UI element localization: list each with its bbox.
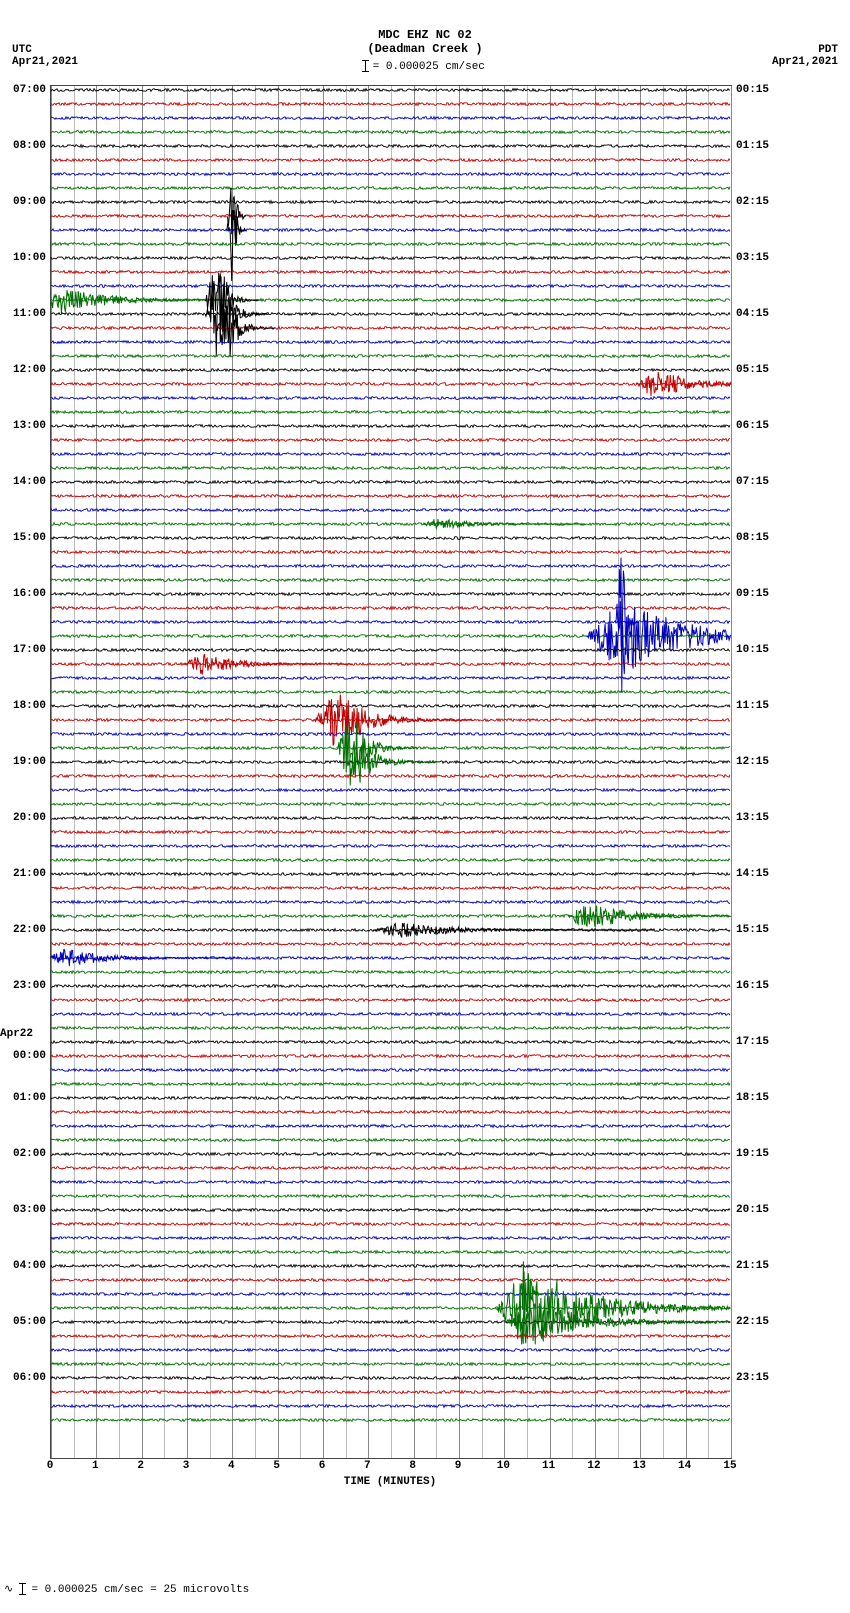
- utc-time-label: 13:00: [0, 420, 46, 432]
- x-tick-label: 2: [137, 1460, 144, 1472]
- utc-time-label: 07:00: [0, 84, 46, 96]
- x-tick-label: 15: [723, 1460, 736, 1472]
- x-tick-label: 13: [633, 1460, 646, 1472]
- x-tick-label: 12: [587, 1460, 600, 1472]
- local-time-label: 12:15: [736, 756, 782, 768]
- utc-time-label: 08:00: [0, 140, 46, 152]
- local-time-label: 07:15: [736, 476, 782, 488]
- utc-time-label: 16:00: [0, 588, 46, 600]
- utc-time-label: 17:00: [0, 644, 46, 656]
- local-time-label: 13:15: [736, 812, 782, 824]
- local-time-label: 22:15: [736, 1316, 782, 1328]
- seismogram-page: MDC EHZ NC 02 (Deadman Creek ) = 0.00002…: [0, 0, 850, 1613]
- local-time-label: 15:15: [736, 924, 782, 936]
- local-time-label: 06:15: [736, 420, 782, 432]
- utc-time-label: 12:00: [0, 364, 46, 376]
- date-label-left: Apr22: [0, 1028, 46, 1040]
- utc-time-label: 00:00: [0, 1050, 46, 1062]
- trace-line: [51, 1419, 730, 1422]
- utc-time-label: 04:00: [0, 1260, 46, 1272]
- grid-line: [731, 86, 732, 1458]
- utc-time-label: 20:00: [0, 812, 46, 824]
- local-time-label: 02:15: [736, 196, 782, 208]
- x-tick-label: 4: [228, 1460, 235, 1472]
- local-time-label: 05:15: [736, 364, 782, 376]
- x-tick-label: 11: [542, 1460, 555, 1472]
- x-tick-label: 8: [409, 1460, 416, 1472]
- utc-time-label: 03:00: [0, 1204, 46, 1216]
- utc-time-label: 02:00: [0, 1148, 46, 1160]
- seismogram-plot: 07:0008:0009:0010:0011:0012:0013:0014:00…: [50, 85, 732, 1459]
- x-axis-title: TIME (MINUTES): [50, 1476, 730, 1488]
- footer-scale: ∿ = 0.000025 cm/sec = 25 microvolts: [4, 1582, 249, 1596]
- local-time-label: 14:15: [736, 868, 782, 880]
- footer-prefix: ∿: [4, 1584, 13, 1596]
- local-time-label: 21:15: [736, 1260, 782, 1272]
- local-time-label: 10:15: [736, 644, 782, 656]
- utc-time-label: 18:00: [0, 700, 46, 712]
- utc-time-label: 05:00: [0, 1316, 46, 1328]
- local-time-label: 03:15: [736, 252, 782, 264]
- x-tick-label: 14: [678, 1460, 691, 1472]
- local-time-label: 23:15: [736, 1372, 782, 1384]
- x-tick-label: 5: [273, 1460, 280, 1472]
- tz-right: PDT: [818, 44, 838, 56]
- utc-time-label: 19:00: [0, 756, 46, 768]
- trace-row: [51, 1420, 731, 1434]
- local-time-label: 19:15: [736, 1148, 782, 1160]
- local-time-label: 09:15: [736, 588, 782, 600]
- utc-time-label: 23:00: [0, 980, 46, 992]
- local-time-label: 00:15: [736, 84, 782, 96]
- local-time-label: 11:15: [736, 700, 782, 712]
- utc-time-label: 06:00: [0, 1372, 46, 1384]
- x-tick-label: 7: [364, 1460, 371, 1472]
- local-time-label: 08:15: [736, 532, 782, 544]
- x-tick-label: 1: [92, 1460, 99, 1472]
- local-time-label: 20:15: [736, 1204, 782, 1216]
- x-tick-label: 10: [497, 1460, 510, 1472]
- local-time-label: 17:15: [736, 1036, 782, 1048]
- local-time-label: 18:15: [736, 1092, 782, 1104]
- utc-time-label: 11:00: [0, 308, 46, 320]
- local-time-label: 16:15: [736, 980, 782, 992]
- date-right: Apr21,2021: [772, 56, 838, 68]
- x-axis: TIME (MINUTES) 0123456789101112131415: [50, 1460, 730, 1500]
- x-tick-label: 0: [47, 1460, 54, 1472]
- x-tick-label: 6: [319, 1460, 326, 1472]
- x-tick-label: 3: [183, 1460, 190, 1472]
- tz-left: UTC: [12, 44, 32, 56]
- x-tick-label: 9: [455, 1460, 462, 1472]
- utc-time-label: 14:00: [0, 476, 46, 488]
- utc-time-label: 22:00: [0, 924, 46, 936]
- local-time-label: 04:15: [736, 308, 782, 320]
- local-time-label: 01:15: [736, 140, 782, 152]
- utc-time-label: 21:00: [0, 868, 46, 880]
- utc-time-label: 09:00: [0, 196, 46, 208]
- utc-time-label: 10:00: [0, 252, 46, 264]
- footer-text: = 0.000025 cm/sec = 25 microvolts: [31, 1584, 249, 1596]
- utc-time-label: 01:00: [0, 1092, 46, 1104]
- utc-time-label: 15:00: [0, 532, 46, 544]
- footer-bar-icon: [22, 1583, 23, 1595]
